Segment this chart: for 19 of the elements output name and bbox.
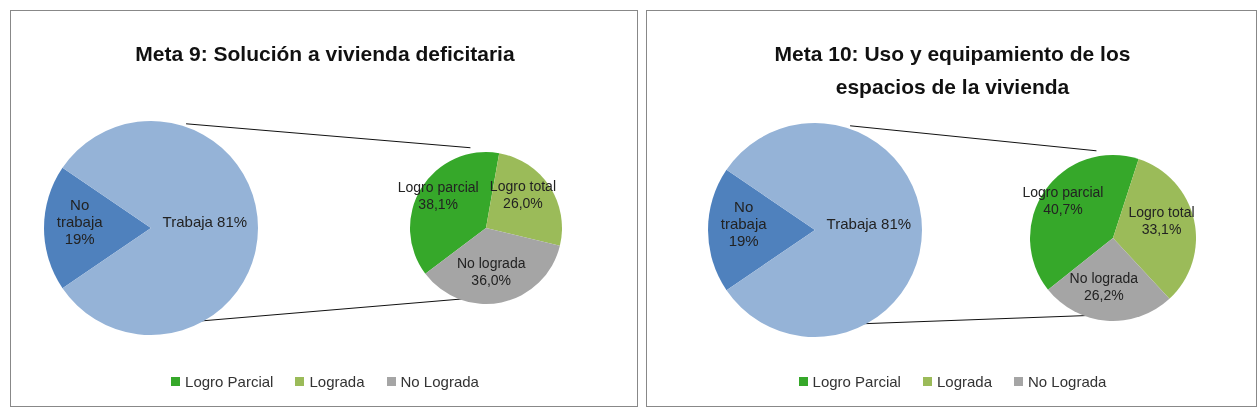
slice-label: No trabaja [56,195,104,230]
legend-label: Lograda [308,373,365,390]
pie-slice [708,169,815,291]
slice-label: Trabaja 81% [826,214,912,232]
data-label: 19% [728,231,759,249]
pie-slice [425,228,560,304]
legend-label: Logro Parcial [811,373,901,390]
legend-label: No Lograda [399,373,479,390]
data-label: No lograda 26,2% [1069,269,1139,303]
data-label: 19% [64,229,95,247]
pie-slice [44,167,151,289]
slice-label: No trabaja [720,197,768,232]
legend-label: Lograda [935,373,993,390]
text: Meta 9: Solución a vivienda deficitaria [134,41,516,67]
slice-label: Trabaja 81% [162,212,248,230]
legend-label: Logro Parcial [184,373,274,390]
chart-title: Meta 10: Uso y equipamiento de los espacios de la vivienda [773,41,1132,100]
legend-label: No Lograda [1027,373,1107,390]
data-label: No lograda 36,0% [456,254,526,288]
